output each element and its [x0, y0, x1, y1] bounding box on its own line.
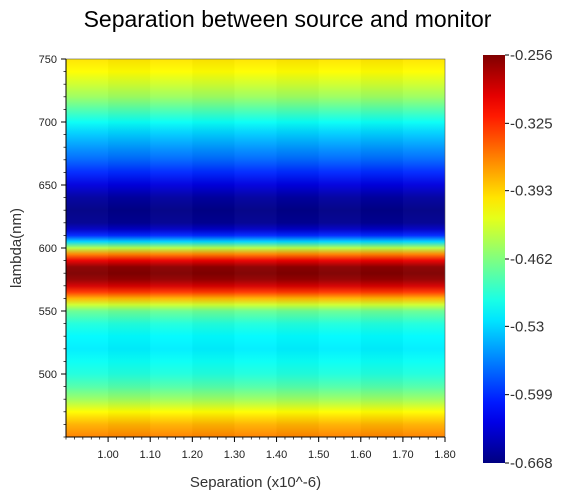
colorbar: -0.256 -0.325 -0.393 -0.462 -0.53 -0.599 -0.66…: [483, 47, 553, 472]
y-tick-label: 750: [39, 54, 57, 66]
y-tick-label: 600: [39, 243, 57, 255]
x-tick-label: 1.60: [350, 449, 371, 461]
heatmap-plot-area: [65, 58, 446, 438]
heatmap-column: [150, 59, 192, 437]
heatmap-column: [234, 59, 276, 437]
x-tick-label: 1.00: [97, 449, 118, 461]
x-tick-label: 1.10: [140, 449, 161, 461]
colorbar-label: -0.599: [510, 387, 553, 404]
heatmap-column: [108, 59, 150, 437]
y-tick-label: 650: [39, 180, 57, 192]
heatmap-column: [192, 59, 234, 437]
y-axis: 500 550 600 650 700 750: [39, 54, 67, 438]
x-tick-label: 1.70: [392, 449, 413, 461]
x-axis-title: Separation (x10^-6): [190, 474, 321, 491]
colorbar-label: -0.462: [510, 251, 553, 268]
heatmap-column: [66, 59, 108, 437]
x-tick-label: 1.40: [266, 449, 287, 461]
colorbar-label: -0.325: [510, 115, 553, 132]
x-tick-label: 1.80: [434, 449, 455, 461]
colorbar-label: -0.256: [510, 47, 553, 64]
chart-title: Separation between source and monitor: [83, 6, 492, 32]
y-tick-label: 700: [39, 117, 57, 129]
x-tick-label: 1.50: [308, 449, 329, 461]
colorbar-label: -0.668: [510, 455, 553, 472]
heatmap-column: [361, 59, 403, 437]
y-axis-title: lambda(nm): [8, 208, 25, 288]
colorbar-label: -0.393: [510, 183, 553, 200]
heatmap-column: [403, 59, 445, 437]
x-axis: 1.00 1.10 1.20 1.30 1.40 1.50 1.60 1.70 1.80: [65, 436, 456, 461]
y-tick-label: 500: [39, 369, 57, 381]
colorbar-label: -0.53: [510, 318, 544, 335]
x-tick-label: 1.20: [182, 449, 203, 461]
colorbar-gradient: [483, 55, 505, 463]
x-tick-label: 1.30: [224, 449, 245, 461]
heatmap-field: [66, 59, 445, 437]
heatmap-column: [277, 59, 319, 437]
y-tick-label: 550: [39, 306, 57, 318]
heatmap-column: [319, 59, 361, 437]
